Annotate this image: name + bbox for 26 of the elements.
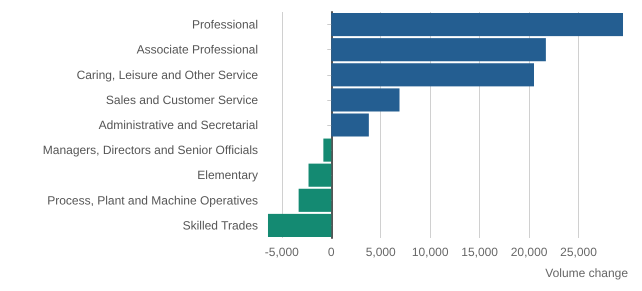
y-tick-label: Skilled Trades bbox=[182, 218, 258, 232]
bar bbox=[331, 38, 546, 62]
y-tick-label: Elementary bbox=[197, 168, 258, 182]
y-tick-label: Professional bbox=[192, 18, 258, 32]
x-tick-label: 20,000 bbox=[510, 245, 548, 259]
y-tick-label: Managers, Directors and Senior Officials bbox=[42, 143, 258, 158]
bar bbox=[323, 138, 332, 162]
y-tick-label: Associate Professional bbox=[136, 42, 258, 57]
bar bbox=[331, 63, 534, 86]
x-axis-title: Volume change bbox=[545, 266, 628, 280]
x-tick-label: 10,000 bbox=[412, 245, 449, 259]
bar bbox=[331, 113, 369, 137]
bar bbox=[331, 13, 624, 36]
bar bbox=[268, 214, 332, 237]
bar bbox=[308, 164, 332, 187]
y-tick-label: Administrative and Secretarial bbox=[98, 118, 258, 132]
x-tick-label: 0 bbox=[328, 245, 335, 259]
x-tick-label: 5,000 bbox=[366, 245, 396, 259]
bar bbox=[331, 88, 400, 112]
x-tick-label: 25,000 bbox=[560, 245, 598, 259]
y-tick-label: Caring, Leisure and Other Service bbox=[76, 68, 258, 82]
x-tick-label: 15,000 bbox=[461, 245, 498, 259]
bar bbox=[298, 188, 332, 212]
y-tick-label: Process, Plant and Machine Operatives bbox=[47, 193, 258, 208]
y-tick-label: Sales and Customer Service bbox=[106, 92, 258, 107]
x-tick-label: -5,000 bbox=[264, 245, 300, 259]
